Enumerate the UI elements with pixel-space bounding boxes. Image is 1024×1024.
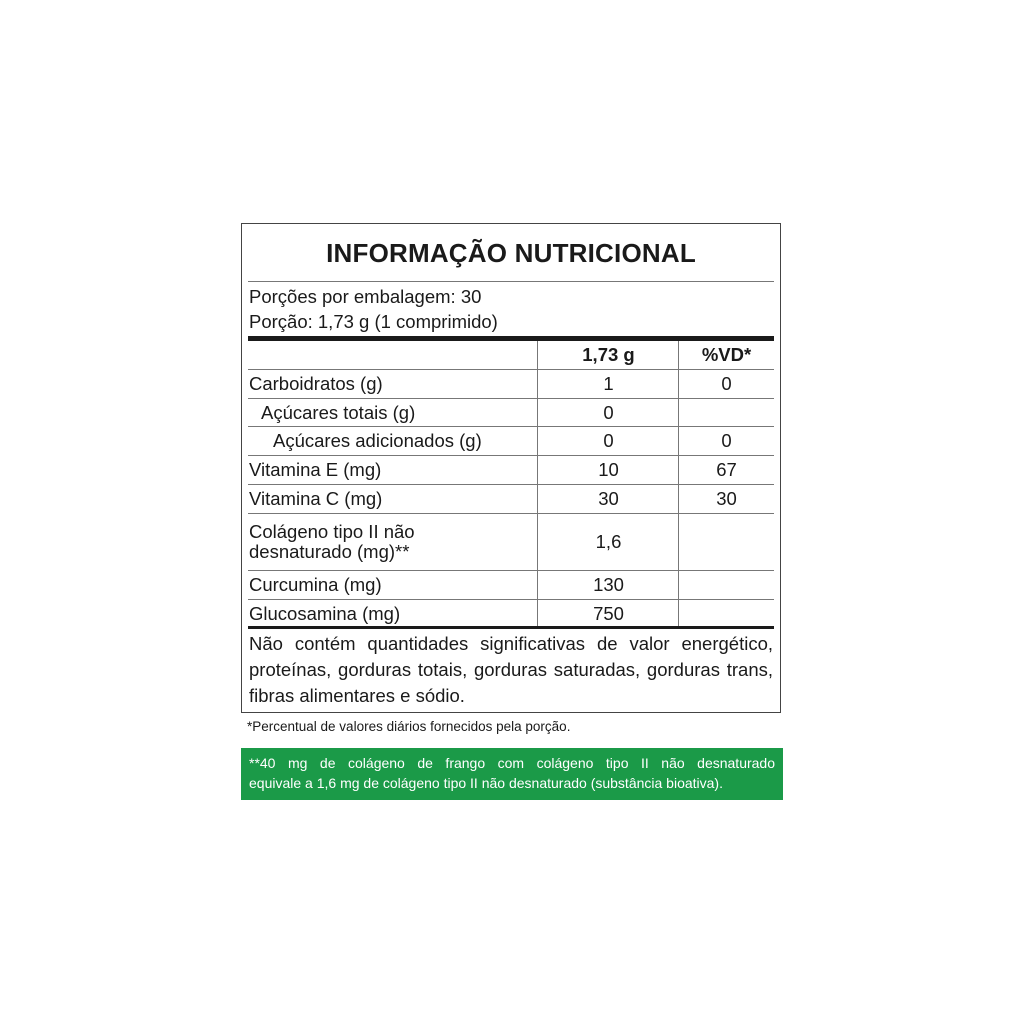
table-row: Açúcares totais (g) 0 bbox=[248, 399, 774, 427]
divider bbox=[248, 281, 774, 282]
panel-title: INFORMAÇÃO NUTRICIONAL bbox=[326, 238, 696, 268]
table-row: Carboidratos (g) 1 0 bbox=[248, 370, 774, 399]
nutrient-dv bbox=[678, 600, 774, 627]
nutrient-amount: 30 bbox=[537, 485, 679, 513]
nutrient-name: Colágeno tipo II não desnaturado (mg)** bbox=[249, 521, 415, 562]
table-row: Açúcares adicionados (g) 0 0 bbox=[248, 427, 774, 456]
collagen-note-line-1: **40 mg de colágeno de frango com coláge… bbox=[249, 755, 775, 771]
nutrient-name: Curcumina (mg) bbox=[249, 574, 382, 595]
nutrient-name: Açúcares totais (g) bbox=[261, 401, 416, 423]
nutrient-dv: 67 bbox=[678, 456, 774, 484]
nutrient-dv: 30 bbox=[678, 485, 774, 513]
thick-divider bbox=[248, 336, 774, 341]
servings-per-package: Porções por embalagem: 30 bbox=[249, 286, 482, 307]
nutrition-facts-panel: INFORMAÇÃO NUTRICIONAL Porções por embal… bbox=[241, 223, 781, 713]
nutrient-name: Carboidratos (g) bbox=[249, 373, 383, 394]
nutrient-name: Açúcares adicionados (g) bbox=[273, 430, 482, 451]
nutrient-name: Vitamina E (mg) bbox=[249, 459, 382, 480]
nutrient-dv bbox=[678, 571, 774, 599]
nutrient-dv: 0 bbox=[678, 370, 774, 398]
table-row: Vitamina E (mg) 10 67 bbox=[248, 456, 774, 485]
header-amount: 1,73 g bbox=[537, 341, 679, 369]
nutrient-name: Glucosamina (mg) bbox=[249, 602, 401, 624]
table-header: 1,73 g %VD* bbox=[248, 341, 774, 370]
nutrient-amount: 1,6 bbox=[537, 514, 679, 570]
nutrient-dv bbox=[678, 514, 774, 570]
collagen-note: **40 mg de colágeno de frango com coláge… bbox=[241, 748, 783, 800]
table-row: Vitamina C (mg) 30 30 bbox=[248, 485, 774, 514]
header-dv: %VD* bbox=[678, 341, 774, 369]
nutrient-amount: 750 bbox=[537, 600, 679, 627]
table-row: Glucosamina (mg) 750 bbox=[248, 600, 774, 627]
table-row: Colágeno tipo II não desnaturado (mg)** … bbox=[248, 514, 774, 571]
table-row: Curcumina (mg) 130 bbox=[248, 571, 774, 600]
nutrient-amount: 0 bbox=[537, 427, 679, 455]
thick-divider bbox=[248, 626, 774, 629]
nutrient-amount: 10 bbox=[537, 456, 679, 484]
nutrient-amount: 0 bbox=[537, 399, 679, 426]
collagen-note-line-2: equivale a 1,6 mg de colágeno tipo II nã… bbox=[249, 775, 723, 791]
dv-footnote: *Percentual de valores diários fornecido… bbox=[247, 719, 571, 734]
nutrient-dv bbox=[678, 399, 774, 426]
nutrition-note: Não contém quantidades significativas de… bbox=[249, 633, 773, 706]
nutrient-dv: 0 bbox=[678, 427, 774, 455]
nutrient-name: Vitamina C (mg) bbox=[249, 488, 383, 509]
serving-size: Porção: 1,73 g (1 comprimido) bbox=[249, 311, 498, 332]
nutrient-amount: 1 bbox=[537, 370, 679, 398]
nutrient-amount: 130 bbox=[537, 571, 679, 599]
